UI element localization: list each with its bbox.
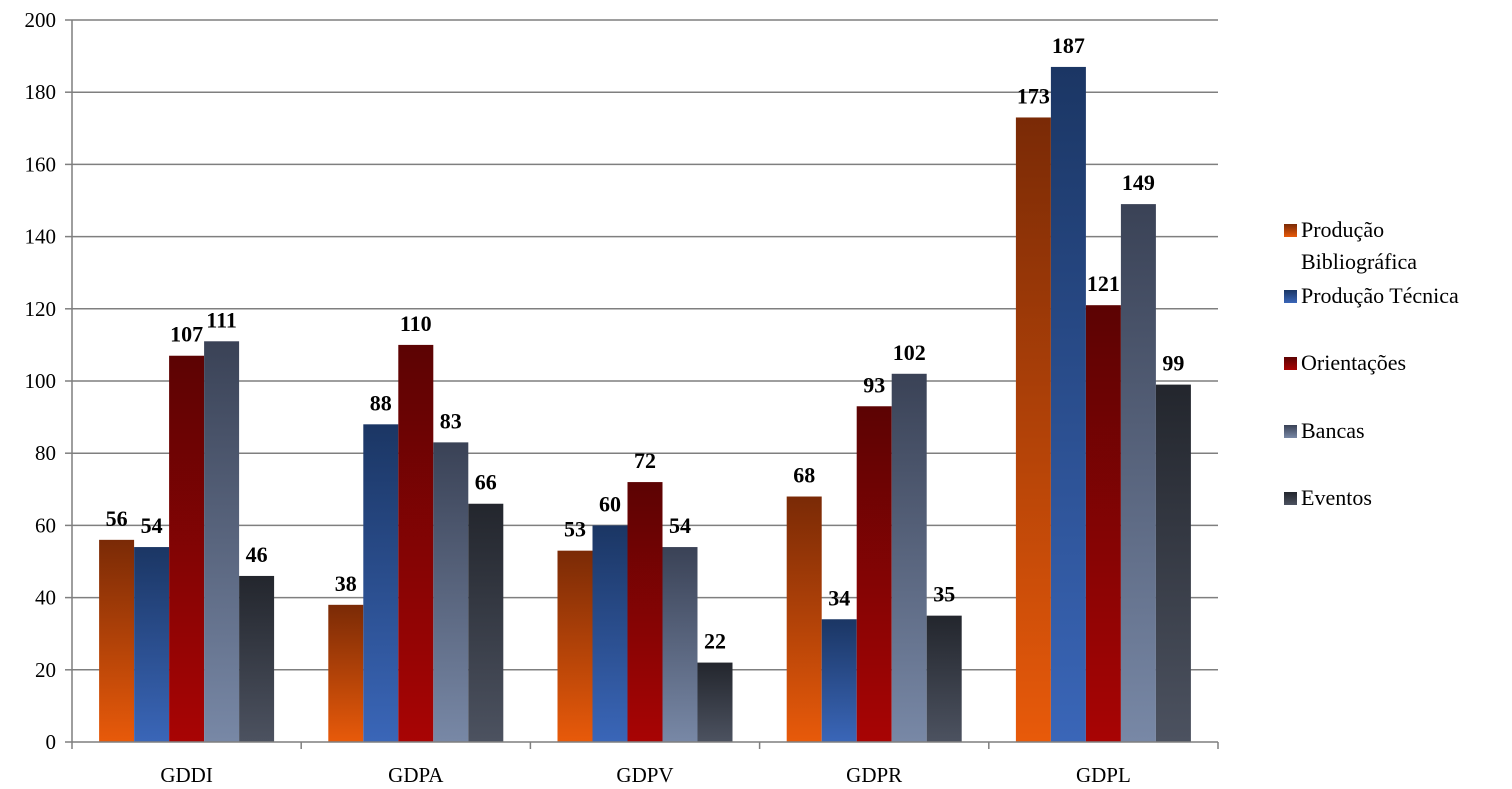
y-tick-label: 20 (35, 658, 56, 682)
x-tick-label: GDPL (1076, 763, 1131, 787)
data-label: 88 (370, 390, 392, 415)
y-tick-label: 180 (25, 80, 57, 104)
bar (1155, 384, 1191, 742)
bar (1015, 117, 1051, 743)
data-label: 102 (893, 340, 926, 365)
data-label: 149 (1122, 170, 1155, 195)
x-axis: GDDI GDPA GDPV GDPR GDPL (71, 741, 1219, 787)
data-label: 111 (206, 307, 237, 332)
data-label: 99 (1162, 351, 1184, 376)
bar (592, 525, 628, 742)
data-label: 54 (141, 513, 163, 538)
bar (1050, 66, 1086, 743)
bar (1085, 305, 1121, 742)
legend-swatch (1284, 425, 1297, 438)
bar (363, 424, 399, 742)
y-tick-label: 200 (25, 8, 57, 32)
data-label: 83 (440, 408, 462, 433)
y-axis: 0 20 40 60 80 100 120 140 160 180 200 (25, 8, 73, 754)
bar (856, 406, 892, 742)
legend: Produção Bibliográfica Produção Técnica Ori… (1284, 217, 1459, 510)
bar (786, 496, 822, 742)
x-tick-label: GDDI (160, 763, 213, 787)
bar (239, 575, 275, 742)
x-tick-label: GDPR (846, 763, 902, 787)
y-tick-label: 120 (25, 297, 57, 321)
bar (627, 482, 663, 742)
bar (697, 662, 733, 742)
data-label: 93 (863, 372, 885, 397)
bar (891, 373, 927, 742)
bar (557, 550, 593, 742)
legend-label: Produção Técnica (1301, 283, 1459, 308)
y-tick-label: 160 (25, 152, 57, 176)
data-label: 38 (335, 571, 357, 596)
data-label: 107 (170, 322, 203, 347)
bar (468, 503, 504, 742)
data-label: 56 (106, 506, 128, 531)
bar (134, 547, 170, 742)
data-label: 60 (599, 491, 621, 516)
legend-label: Bibliográfica (1301, 249, 1417, 274)
data-label: 35 (933, 582, 955, 607)
legend-label: Eventos (1301, 485, 1372, 510)
bar (1120, 204, 1156, 743)
legend-label: Produção (1301, 217, 1384, 242)
y-tick-label: 100 (25, 369, 57, 393)
legend-label: Bancas (1301, 418, 1365, 443)
x-tick-label: GDPV (616, 763, 673, 787)
bar (926, 615, 962, 742)
data-label: 110 (400, 311, 432, 336)
data-label: 173 (1017, 83, 1050, 108)
data-label: 54 (669, 513, 691, 538)
data-label: 53 (564, 517, 586, 542)
y-tick-label: 140 (25, 225, 57, 249)
data-label: 187 (1052, 33, 1085, 58)
bar (433, 442, 469, 742)
bar (398, 344, 434, 742)
legend-swatch (1284, 357, 1297, 370)
data-label: 22 (704, 629, 726, 654)
y-tick-label: 80 (35, 441, 56, 465)
data-label: 72 (634, 448, 656, 473)
data-label: 34 (828, 585, 850, 610)
bar (99, 539, 135, 742)
legend-swatch (1284, 290, 1297, 303)
bar (821, 619, 857, 742)
bar (204, 341, 240, 742)
legend-swatch (1284, 224, 1297, 237)
bar (169, 355, 205, 742)
y-tick-label: 60 (35, 513, 56, 537)
data-label: 68 (793, 463, 815, 488)
x-tick-label: GDPA (388, 763, 444, 787)
data-label: 46 (246, 542, 268, 567)
y-tick-label: 0 (46, 730, 57, 754)
legend-label: Orientações (1301, 350, 1406, 375)
data-label: 121 (1087, 271, 1120, 296)
legend-swatch (1284, 492, 1297, 505)
bar (662, 547, 698, 742)
bar (328, 604, 364, 742)
y-tick-label: 40 (35, 586, 56, 610)
data-label: 66 (475, 470, 497, 495)
